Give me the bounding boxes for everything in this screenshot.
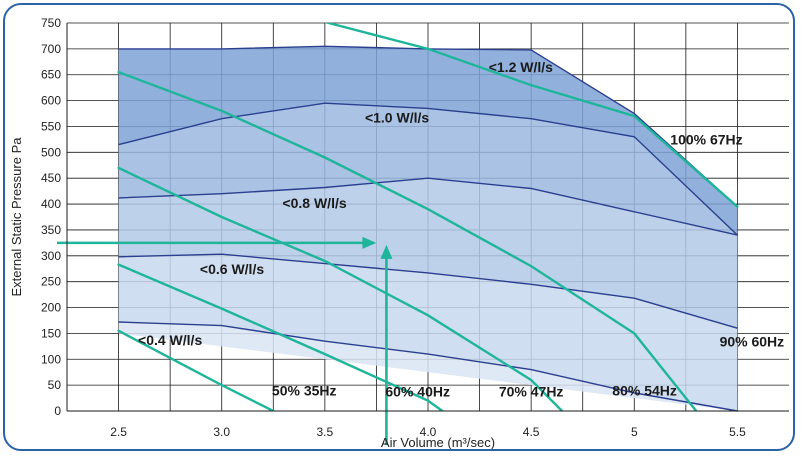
y-tick-label: 100 <box>41 352 61 366</box>
y-tick-label: 250 <box>41 275 61 289</box>
speed-curve-60-40hz <box>118 321 738 412</box>
x-tick-label: 3.0 <box>213 425 230 439</box>
speed-bands <box>118 46 738 411</box>
speed-label-90-60hz: 90% 60Hz <box>720 333 785 349</box>
y-tick-label: 500 <box>41 145 61 159</box>
sfp-line-0-6-w-l-s <box>117 263 444 411</box>
x-tick-label: 2.5 <box>110 425 127 439</box>
y-tick-label: 50 <box>48 378 62 392</box>
y-tick-label: 600 <box>41 94 61 108</box>
speed-label-50-35hz: 50% 35Hz <box>272 382 337 398</box>
speed-curve-80-54hz <box>118 177 738 236</box>
x-tick-label: 4.0 <box>420 425 437 439</box>
sfp-lines <box>117 23 739 411</box>
speed-band <box>118 103 738 236</box>
speed-label-100-67hz: 100% 67Hz <box>670 132 742 148</box>
y-axis-title: External Static Pressure Pa <box>9 137 24 297</box>
speed-band <box>118 322 738 411</box>
speed-band <box>118 46 738 236</box>
y-tick-label: 750 <box>41 16 61 30</box>
sfp-label-0-6-w-l-s: <0.6 W/l/s <box>200 261 264 277</box>
x-tick-label: 4.5 <box>523 425 540 439</box>
y-tick-label: 350 <box>41 223 61 237</box>
sfp-label-0-4-w-l-s: <0.4 W/l/s <box>138 332 202 348</box>
sfp-line-1-0-w-l-s <box>117 70 698 411</box>
x-tick-label: 5.5 <box>729 425 746 439</box>
speed-label-70-47hz: 70% 47Hz <box>499 384 564 400</box>
pressure-volume-chart: 0 50 100 150 200 250 300 350 400 450 500 550 600 650 7… <box>9 16 789 450</box>
y-tick-label: 550 <box>41 119 61 133</box>
y-tick-label: 450 <box>41 171 61 185</box>
axes: 0 50 100 150 200 250 300 350 400 450 500 550 600 650 7… <box>9 16 789 450</box>
operating-point-arrows <box>57 236 393 445</box>
sfp-label-1-2-w-l-s: <1.2 W/l/s <box>489 59 553 75</box>
x-tick-label: 5 <box>631 425 638 439</box>
sfp-line-0-4-w-l-s <box>117 329 275 411</box>
y-tick-label: 200 <box>41 301 61 315</box>
speed-label-60-40hz: 60% 40Hz <box>385 384 450 400</box>
y-tick-label: 300 <box>41 249 61 263</box>
speed-band <box>118 254 738 411</box>
arrow-vertical-head <box>380 244 393 259</box>
y-tick-label: 400 <box>41 197 61 211</box>
sfp-line-0-8-w-l-s <box>117 166 564 411</box>
x-tick-label: 3.5 <box>317 425 334 439</box>
y-tick-label: 0 <box>54 404 61 418</box>
speed-label-80-54hz: 80% 54Hz <box>612 382 677 398</box>
speed-curve-70-47hz <box>118 253 738 329</box>
sfp-label-1-0-w-l-s: <1.0 W/l/s <box>365 109 429 125</box>
y-tick-label: 650 <box>41 68 61 82</box>
x-axis-title: Air Volume (m³/sec) <box>381 435 495 450</box>
sfp-line-1-2-w-l-s <box>324 23 739 208</box>
speed-curve-90-60hz <box>118 102 738 236</box>
sfp-label-0-8-w-l-s: <0.8 W/l/s <box>282 195 346 211</box>
chart-frame: 0 50 100 150 200 250 300 350 400 450 500 550 600 650 7… <box>3 3 795 451</box>
y-tick-label: 700 <box>41 42 61 56</box>
arrow-horizontal-head <box>362 236 377 249</box>
curve-labels: <1.2 W/l/s <1.0 W/l/s <0.8 W/l/s <0.6 W/l/s… <box>138 59 784 399</box>
y-tick-label: 150 <box>41 326 61 340</box>
